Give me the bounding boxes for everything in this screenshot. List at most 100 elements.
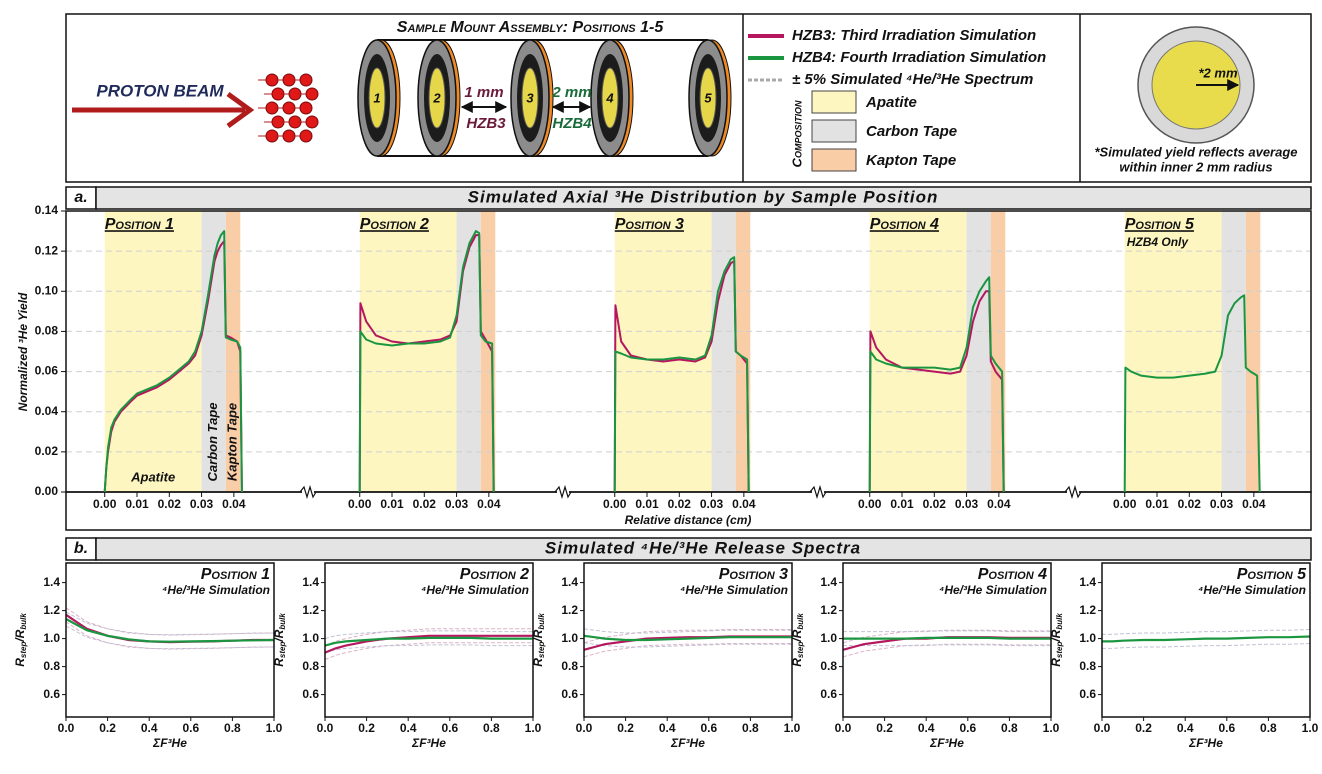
x-tick-label: 1.0 (266, 721, 283, 735)
y-axis-label-part: step (796, 642, 805, 659)
x-tick-label: 1.0 (525, 721, 542, 735)
y-axis-label: Rstep/Rbulk (1049, 613, 1064, 667)
y-tick-label: 1.4 (302, 575, 319, 589)
panel-title: Position 4 (978, 566, 1047, 583)
x-tick-label: 0.03 (955, 497, 979, 511)
proton (299, 73, 313, 87)
y-axis-label-part: R (1049, 658, 1063, 667)
x-tick-label: 0.6 (700, 721, 717, 735)
series-line (1102, 635, 1311, 643)
band-line (324, 642, 533, 661)
x-tick-label: 1.0 (1302, 721, 1319, 735)
x-tick-label: 0.01 (1145, 497, 1169, 511)
x-tick-label: 0.4 (659, 721, 676, 735)
disc-sample (601, 67, 619, 129)
x-tick-label: 0.01 (635, 497, 659, 511)
proton (305, 87, 319, 101)
x-tick-label: 0.0 (1094, 721, 1111, 735)
y-tick-label: 1.2 (1079, 603, 1096, 617)
y-axis-label-part: bulk (19, 613, 28, 630)
x-tick-label: 0.2 (617, 721, 634, 735)
y-tick-label: 0.8 (820, 659, 837, 673)
panel-title: Position 5 (1237, 566, 1307, 583)
region (1124, 211, 1222, 492)
x-tick-label: 0.2 (99, 721, 116, 735)
region (614, 211, 712, 492)
y-tick-label: 0.6 (43, 687, 60, 701)
x-tick-label: 0.2 (1135, 721, 1152, 735)
y-tick-label: 1.0 (820, 631, 837, 645)
x-tick-label: 0.01 (380, 497, 404, 511)
x-tick-label: 0.02 (413, 497, 437, 511)
x-tick-label: 0.04 (477, 497, 501, 511)
band-line (324, 644, 533, 654)
x-tick-label: 0.6 (182, 721, 199, 735)
disc-sample (428, 67, 446, 129)
x-tick-label: 0.0 (317, 721, 334, 735)
inset-note: *Simulated yield reflects average (1094, 144, 1297, 159)
y-tick-label: 1.0 (561, 631, 578, 645)
x-tick-label: 0.02 (923, 497, 947, 511)
plot-frame (842, 562, 1052, 718)
y-axis-label-part: step (19, 642, 28, 659)
x-tick-label: 0.6 (959, 721, 976, 735)
y-tick-label: 1.2 (561, 603, 578, 617)
x-tick-label: 0.8 (224, 721, 241, 735)
legend-swatch (811, 90, 857, 114)
region (735, 211, 751, 492)
y-axis-label-part: step (278, 642, 287, 659)
panel-title-bar (95, 186, 1312, 210)
x-tick-label: 0.8 (742, 721, 759, 735)
position-number: 1 (373, 90, 380, 105)
header: Sample Mount Assembly: Positions 1-5 PRO… (65, 13, 1312, 183)
y-tick-label: 1.4 (561, 575, 578, 589)
region-label: Carbon Tape (205, 403, 220, 482)
series-line (103, 230, 243, 493)
x-tick-label: 1.0 (1043, 721, 1060, 735)
panel-title: Position 2 (360, 216, 429, 233)
x-tick-label: 0.04 (1242, 497, 1266, 511)
x-axis-label: ΣF³He (929, 736, 964, 750)
axis-break (554, 484, 572, 500)
y-tick-label: 0.14 (35, 203, 59, 217)
y-axis-label-part: R (531, 658, 545, 667)
panel-title: Position 2 (460, 566, 529, 583)
y-axis-label-part: R (272, 658, 286, 667)
position-number: 3 (526, 90, 534, 105)
region (104, 211, 202, 492)
series-line (843, 636, 1051, 640)
beam-label: PROTON BEAM (96, 81, 224, 100)
proton (299, 129, 313, 143)
panel-title: Position 4 (870, 216, 939, 233)
y-axis-label: Rstep/Rbulk (272, 613, 287, 667)
region-label: Apatite (130, 469, 175, 484)
panel-note: ⁴He/³He Simulation (680, 583, 788, 597)
band-line (1102, 629, 1311, 635)
x-axis-frame (65, 491, 1312, 531)
x-tick-label: 1.0 (784, 721, 801, 735)
panel-note: ⁴He/³He Simulation (421, 583, 529, 597)
plot-frame (583, 562, 793, 718)
region (225, 211, 241, 492)
y-axis-label: Rstep/Rbulk (531, 613, 546, 667)
x-tick-label: 0.0 (576, 721, 593, 735)
legend-label: HZB3: Third Irradiation Simulation (792, 27, 1036, 44)
panel-title: Position 1 (201, 566, 270, 583)
panel-note: ⁴He/³He Simulation (939, 583, 1047, 597)
y-axis-label-part: R (790, 658, 804, 667)
y-axis-label: Rstep/Rbulk (13, 613, 28, 667)
x-tick-label: 0.02 (1178, 497, 1202, 511)
band-line (65, 611, 275, 636)
x-axis-label: ΣF³He (1188, 736, 1223, 750)
legend-label: Apatite (865, 94, 917, 111)
region (869, 211, 967, 492)
plot-frame (1101, 562, 1311, 718)
series-line (324, 636, 533, 647)
x-tick-label: 0.03 (190, 497, 214, 511)
y-tick-label: 0.00 (35, 484, 59, 498)
region (711, 211, 736, 492)
y-axis-label: Normalized ³He Yield (16, 292, 30, 411)
band-line (583, 628, 792, 634)
band-line (1102, 643, 1311, 649)
inset-note: within inner 2 mm radius (1119, 159, 1272, 174)
